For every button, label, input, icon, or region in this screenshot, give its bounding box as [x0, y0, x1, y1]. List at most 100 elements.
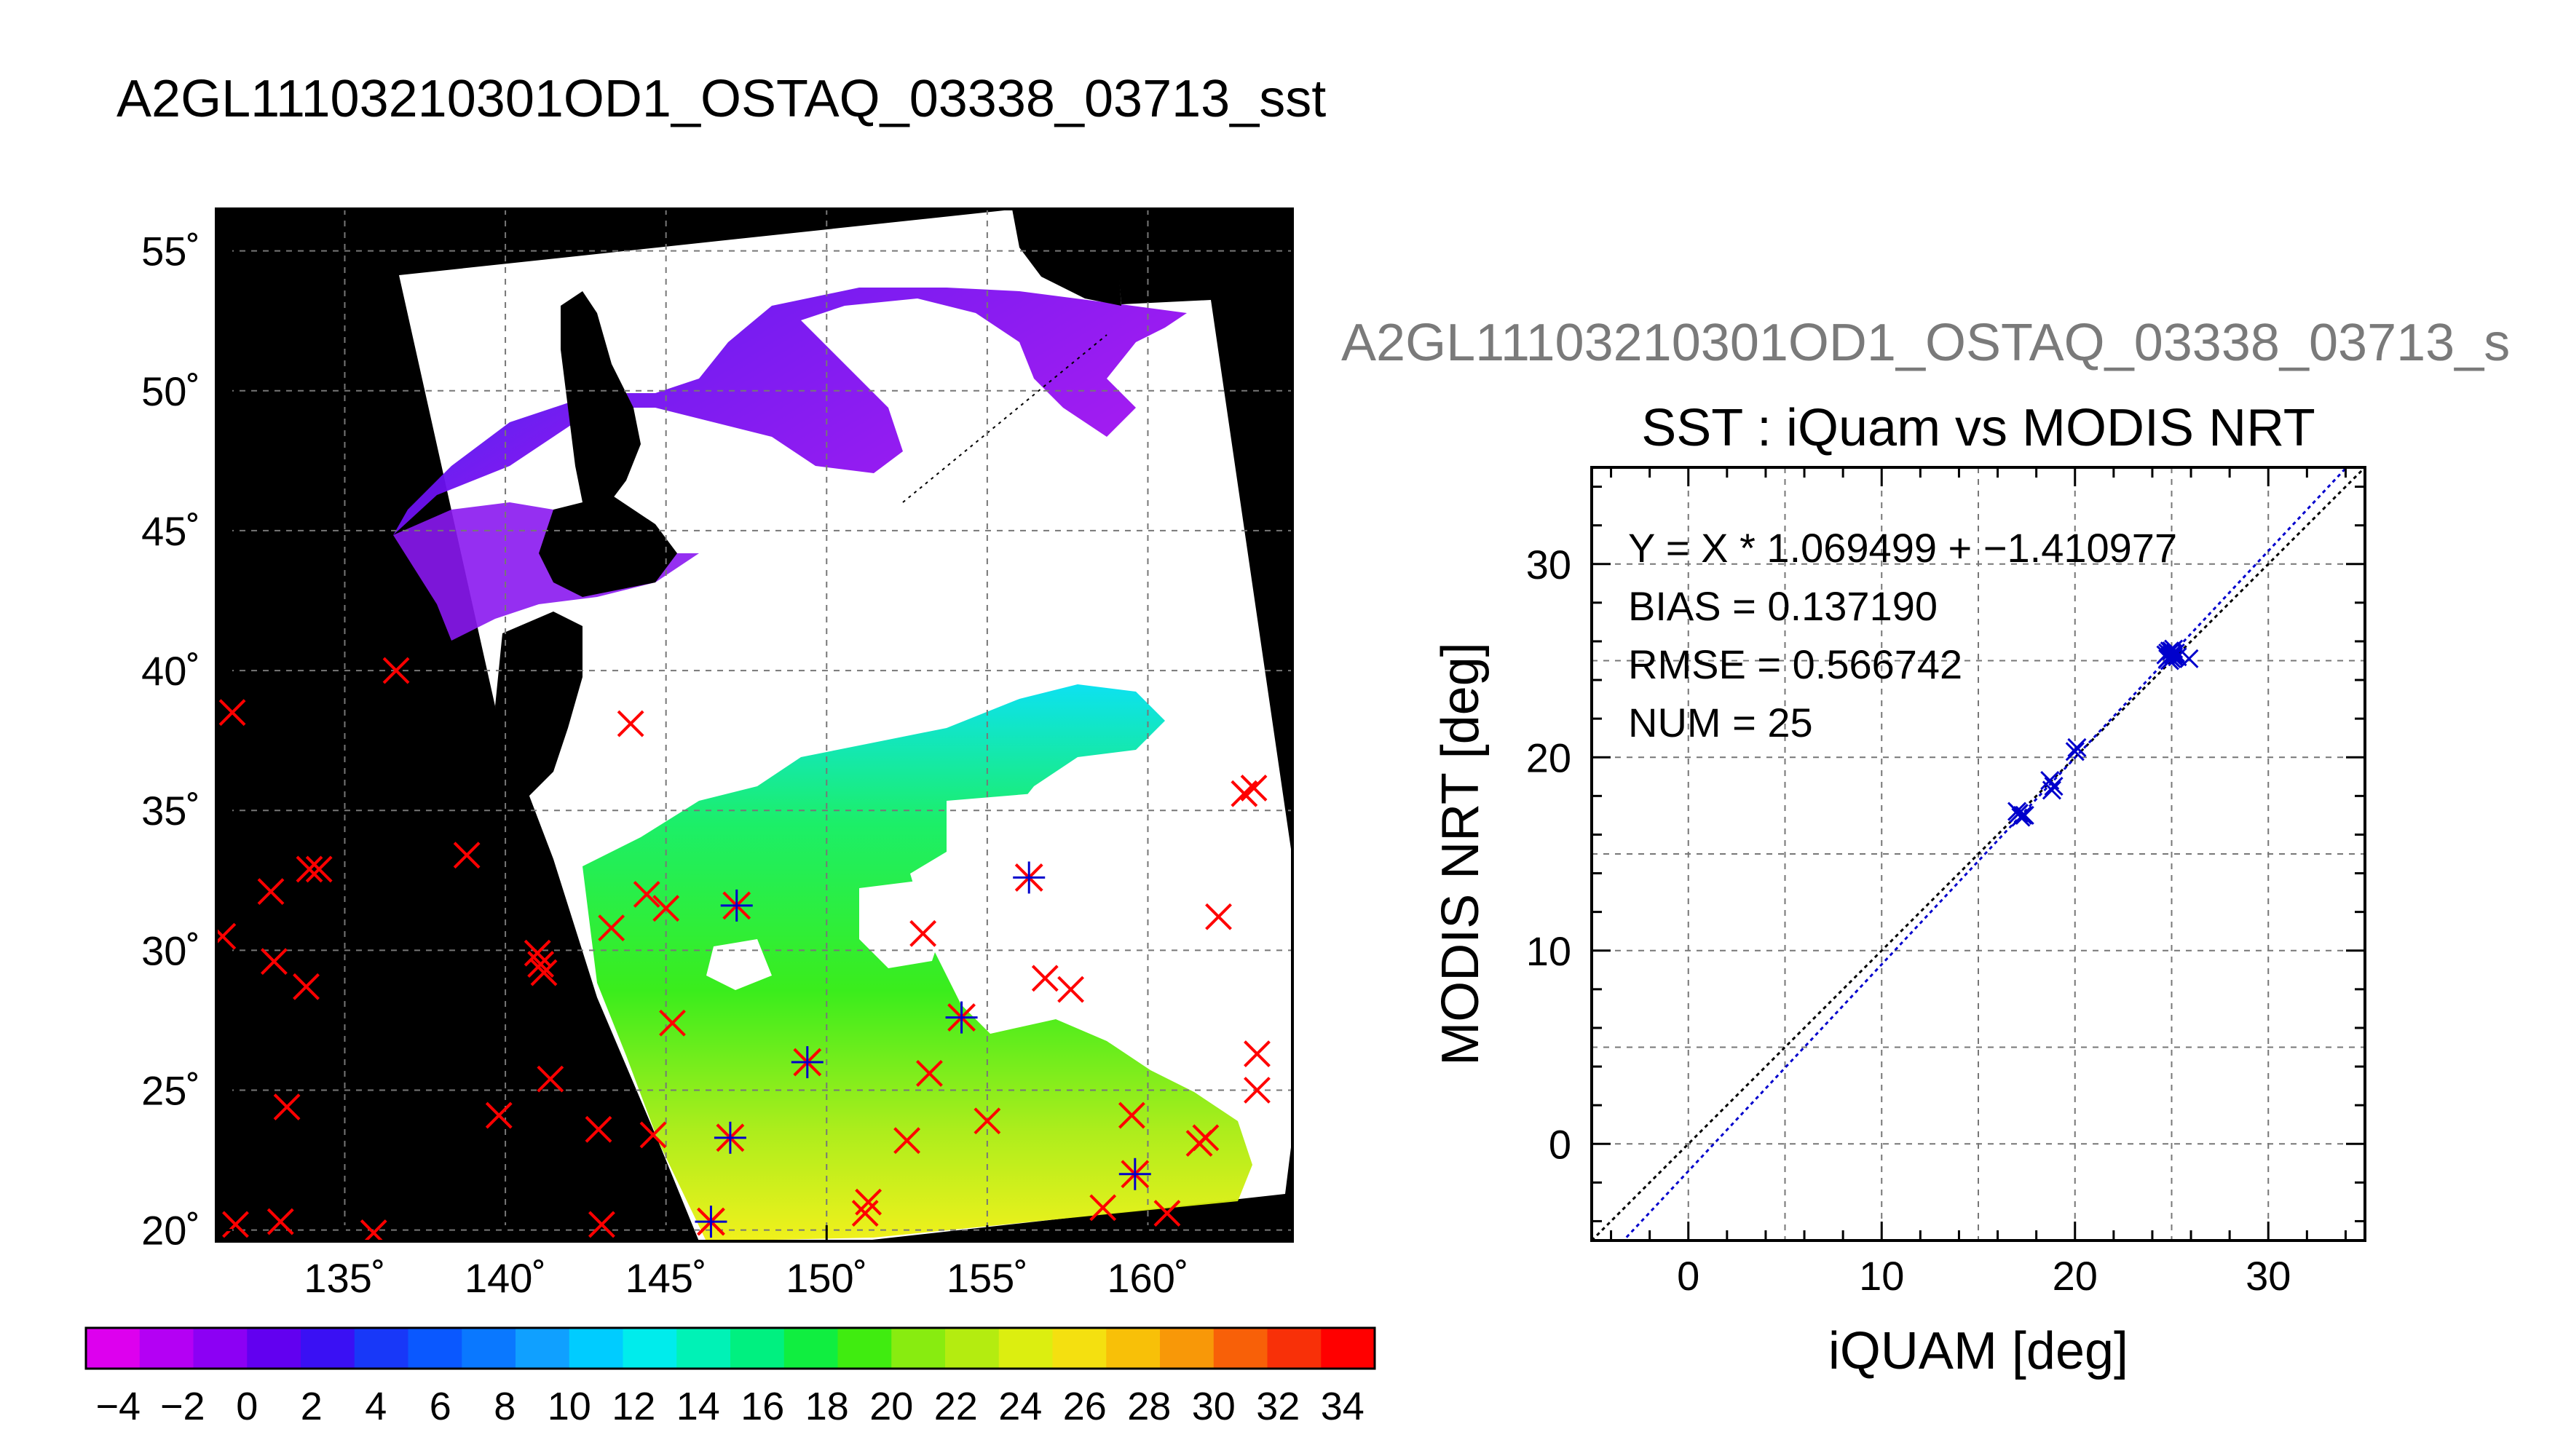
map-lat-label: 35˚ — [141, 788, 200, 834]
colorbar-tick-label: 12 — [612, 1385, 655, 1428]
matchup-marker — [1118, 1158, 1151, 1190]
colorbar-bin — [516, 1328, 570, 1369]
colorbar-bin — [945, 1328, 1000, 1369]
land-hokkaido — [539, 495, 677, 597]
scatter-x-axis-label: iQUAM [deg] — [1828, 1322, 2128, 1380]
buoy-marker — [855, 1188, 882, 1216]
buoy-marker — [974, 1107, 1001, 1135]
scatter-annotation: RMSE = 0.566742 — [1628, 641, 1962, 687]
colorbar-bin — [139, 1328, 194, 1369]
main-title: A2GL11103210301OD1_OSTAQ_03338_03713_sst — [117, 70, 1326, 128]
colorbar-bin — [354, 1328, 408, 1369]
map-lat-label: 55˚ — [141, 229, 200, 274]
buoy-marker — [273, 1093, 301, 1120]
buoy-marker — [1192, 1124, 1220, 1152]
map-lat-label: 50˚ — [141, 368, 200, 414]
colorbar-tick-label: 2 — [301, 1385, 323, 1428]
colorbar-bin — [408, 1328, 462, 1369]
second-title: A2GL11103210301OD1_OSTAQ_03338_03713_s — [1341, 314, 2510, 372]
colorbar-tick-label: 24 — [998, 1385, 1042, 1428]
scatter-y-axis-label: MODIS NRT [deg] — [1431, 642, 1490, 1066]
colorbar-tick-label: 34 — [1321, 1385, 1365, 1428]
sst-map-panel: 135˚ 140˚ 145˚ 150˚ 155˚ 160˚ 20˚ 25˚ 30˚ 35˚ 40˚… — [141, 207, 1294, 1301]
sst-field-cold — [393, 288, 1187, 535]
scatter-point — [2009, 804, 2029, 823]
buoy-marker — [1205, 903, 1232, 930]
scatter-panel: SST : iQuam vs MODIS NRT 0 10 20 30 0 10 20 30… — [1431, 399, 2366, 1380]
land-kamchatka — [1012, 209, 1121, 306]
colorbar-bin — [1213, 1328, 1268, 1369]
scatter-x-tick-label: 10 — [1859, 1253, 1904, 1299]
scatter-point — [2164, 647, 2184, 667]
scatter-y-tick-labels: 0 10 20 30 — [1526, 542, 1571, 1168]
scatter-y-tick-label: 0 — [1549, 1121, 1571, 1167]
map-longitude-labels: 135˚ 140˚ 145˚ 150˚ 155˚ 160˚ — [304, 1255, 1188, 1301]
map-lon-label: 135˚ — [304, 1255, 385, 1301]
buoy-marker — [524, 939, 551, 967]
buoy-marker — [585, 1115, 612, 1143]
cloud-patch — [859, 881, 947, 968]
buoy-marker — [1057, 976, 1084, 1003]
scatter-point — [2015, 805, 2034, 825]
scatter-point — [2044, 777, 2064, 796]
buoy-marker — [537, 1065, 564, 1093]
map-ticks — [216, 250, 1149, 1241]
colorbar-tick-label: 30 — [1192, 1385, 1236, 1428]
buoy-marker — [1153, 1200, 1181, 1227]
map-lon-label: 145˚ — [625, 1255, 707, 1301]
land-sakhalin — [561, 291, 641, 510]
colorbar-tick-label: 6 — [430, 1385, 451, 1428]
buoy-marker — [598, 914, 625, 942]
scatter-y-tick-label: 20 — [1526, 735, 1571, 780]
cloud-patch — [706, 939, 772, 990]
colorbar-frame — [84, 1326, 1376, 1370]
colorbar-bin — [1052, 1328, 1107, 1369]
colorbar-tick-label: 10 — [548, 1385, 591, 1428]
matchup-marker — [791, 1046, 824, 1079]
map-markers — [216, 657, 1271, 1241]
scatter-x-tick-label: 20 — [2053, 1253, 2098, 1299]
buoy-marker — [485, 1101, 513, 1129]
buoy-marker — [293, 973, 320, 1000]
map-lon-label: 160˚ — [1107, 1255, 1188, 1301]
scatter-y-tick-label: 10 — [1526, 928, 1571, 974]
buoy-marker — [588, 1211, 615, 1238]
sst-field-cold-coast — [393, 502, 699, 641]
buoy-marker — [639, 1121, 667, 1149]
map-lat-label: 45˚ — [141, 508, 200, 554]
colorbar-bin — [462, 1328, 516, 1369]
matchup-marker — [695, 1206, 727, 1238]
buoy-marker — [1031, 965, 1059, 992]
buoy-marker — [1118, 1101, 1145, 1129]
land-honshu — [495, 612, 583, 801]
colorbar-tick-label: 14 — [676, 1385, 720, 1428]
map-lon-label: 155˚ — [947, 1255, 1028, 1301]
colorbar-tick-label: 16 — [741, 1385, 784, 1428]
map-frame — [215, 207, 1294, 1243]
identity-line — [1592, 467, 2365, 1241]
colorbar-bin — [86, 1328, 141, 1369]
buoy-marker — [1240, 775, 1268, 802]
buoy-marker — [453, 842, 481, 869]
colorbar-tick-label: 4 — [365, 1385, 387, 1428]
colorbar-bin — [1160, 1328, 1215, 1369]
map-lat-label: 30˚ — [141, 927, 200, 973]
scatter-point — [2179, 649, 2199, 668]
buoy-marker — [222, 1211, 249, 1238]
map-lat-label: 40˚ — [141, 648, 200, 694]
matchup-marker — [720, 889, 753, 922]
scatter-annotations: Y = X * 1.069499 + −1.410977 BIAS = 0.137… — [1628, 525, 2177, 745]
colorbar-bin — [1106, 1328, 1161, 1369]
swath-seam — [902, 334, 1107, 503]
map-lon-label: 140˚ — [465, 1255, 546, 1301]
scatter-annotation: NUM = 25 — [1628, 700, 1813, 745]
buoy-marker — [909, 919, 937, 947]
scatter-frame — [1590, 466, 2366, 1242]
colorbar-tick-label: 26 — [1063, 1385, 1107, 1428]
sst-colorbar: −4 −2 0 2 4 6 8 10 12 14 16 18 20 22 24 26 28 30 32 34 — [84, 1326, 1376, 1428]
buoy-marker — [218, 699, 246, 727]
colorbar-bin — [623, 1328, 677, 1369]
buoy-marker — [266, 1208, 294, 1235]
colorbar-bin — [1321, 1328, 1375, 1369]
scatter-point — [2156, 645, 2176, 665]
